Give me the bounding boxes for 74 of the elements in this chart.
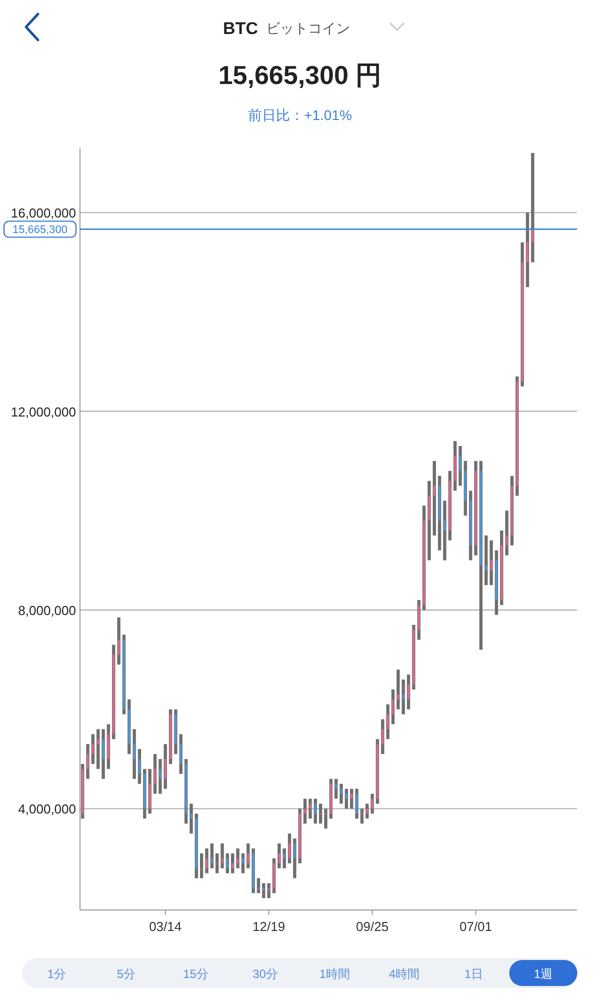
chart-title: BTC (223, 19, 258, 38)
candlestick (468, 490, 472, 560)
text: 30分 (252, 967, 278, 981)
candlestick (168, 709, 172, 764)
candlestick (256, 878, 260, 894)
y-tick-label: 12,000,000 (10, 404, 76, 420)
candlestick (241, 853, 245, 874)
candlestick (329, 778, 333, 819)
candlestick (153, 754, 157, 794)
candlestick (417, 600, 420, 640)
candlestick (438, 476, 442, 550)
x-tick-label: 07/01 (459, 919, 492, 934)
candlestick (479, 460, 483, 650)
ref-line-label: 15,665,300 (12, 224, 68, 236)
candlestick (516, 376, 519, 496)
candlestick (231, 853, 234, 874)
chart-subtitle: ビットコイン (266, 20, 350, 36)
candlestick (376, 739, 380, 804)
candlestick (484, 535, 488, 586)
candlestick (164, 744, 167, 789)
candlestick (510, 476, 514, 546)
candlestick (448, 470, 452, 540)
candlestick (106, 724, 110, 769)
candlestick (406, 674, 410, 710)
candlestick (526, 212, 530, 288)
text: 15分 (183, 967, 208, 981)
candlestick (122, 634, 126, 714)
candlestick (422, 506, 426, 610)
text: 1時間 (319, 967, 350, 981)
candlestick (194, 814, 198, 878)
candlestick (200, 853, 204, 878)
text: 15,665,300 円 (218, 60, 382, 90)
candlestick (138, 749, 142, 784)
candlestick (210, 843, 214, 868)
candlestick (298, 808, 302, 864)
candlestick (432, 460, 436, 536)
text: 5分 (116, 967, 136, 981)
candlestick (246, 843, 250, 868)
candlestick (96, 729, 100, 769)
candlestick (288, 834, 292, 864)
text: 1分 (47, 967, 66, 981)
candlestick (334, 778, 338, 799)
x-tick-label: 12/19 (252, 919, 286, 934)
candlestick (112, 644, 116, 740)
candlestick (184, 758, 188, 824)
candlestick (350, 788, 354, 809)
candlestick (500, 530, 504, 605)
candlestick (303, 798, 307, 824)
candlestick (344, 788, 348, 809)
candlestick (91, 734, 95, 764)
candlestick (272, 858, 276, 894)
candlestick (215, 853, 219, 874)
text: 4時間 (388, 967, 420, 981)
text: 1週 (534, 967, 553, 981)
x-tick-label: 03/14 (149, 919, 182, 934)
candlestick (179, 734, 182, 774)
candlestick (128, 699, 131, 754)
candlestick (318, 804, 322, 824)
candlestick (381, 719, 384, 754)
candlestick (366, 804, 369, 819)
x-tick-label: 09/25 (356, 919, 389, 934)
candlestick (360, 808, 364, 824)
text: 前日比：+1.01% (248, 107, 352, 123)
candlestick (226, 853, 230, 874)
candlestick (453, 441, 457, 491)
candlestick (494, 550, 498, 615)
y-tick-label: 8,000,000 (18, 602, 76, 618)
candlestick (391, 689, 395, 724)
candlestick (80, 764, 84, 819)
candlestick (464, 460, 468, 516)
candlestick (314, 798, 317, 824)
y-tick-label: 16,000,000 (10, 206, 76, 221)
text: 1日 (464, 967, 484, 981)
y-tick-label: 4,000,000 (18, 802, 76, 817)
